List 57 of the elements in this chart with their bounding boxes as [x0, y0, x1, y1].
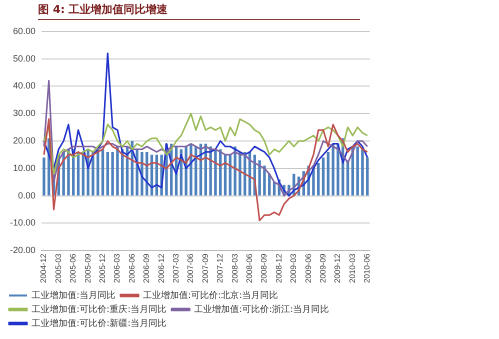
bar: [67, 149, 70, 196]
bar: [111, 152, 114, 196]
x-tick-label: 2006-03: [112, 253, 122, 283]
x-tick-label: 2009-06: [304, 253, 313, 283]
bar: [101, 149, 104, 196]
x-tick-label: 2010-06: [362, 253, 372, 283]
bar: [258, 160, 261, 196]
bar: [106, 152, 110, 196]
bar: [263, 166, 266, 196]
legend-label: 工业增加值:可比价:重庆:当月同比: [32, 304, 167, 315]
x-tick-label: 2009-09: [318, 253, 328, 283]
x-tick-label: 2007-06: [186, 253, 196, 283]
y-tick-label: -10.00: [10, 218, 36, 228]
bar: [92, 152, 94, 196]
x-tick-label: 2005-09: [83, 253, 92, 283]
bar: [361, 149, 364, 196]
bar: [317, 162, 320, 196]
x-tick-label: 2006-12: [156, 253, 166, 283]
y-tick-label: 40.00: [12, 80, 36, 91]
x-tick-label: 2005-06: [68, 253, 78, 283]
legend-label: 工业增加值:可比价:北京:当月同比: [143, 290, 278, 301]
x-tick-label: 2007-12: [216, 253, 225, 283]
legend-label: 工业增加值:可比价:浙江:当月同比: [194, 304, 330, 315]
x-tick-label: 2005-03: [54, 253, 63, 283]
y-tick-label: 60.00: [12, 26, 36, 36]
x-tick-label: 2010-03: [348, 253, 357, 283]
bar: [209, 146, 212, 196]
x-tick-label: 2005-12: [98, 253, 107, 283]
bar: [366, 157, 369, 196]
x-tick-label: 2007-03: [171, 253, 180, 283]
x-tick-label: 2008-03: [230, 253, 240, 283]
x-tick-label: 2004-12: [39, 253, 48, 283]
bar: [238, 152, 242, 196]
x-tick-label: 2008-09: [260, 253, 269, 283]
x-tick-label: 2009-03: [289, 253, 298, 283]
x-tick-label: 2007-09: [200, 253, 210, 283]
y-tick-label: -20.00: [10, 245, 36, 256]
legend-label: 工业增加值:当月同比: [32, 290, 116, 301]
x-tick-label: 2008-12: [274, 253, 284, 283]
bar: [42, 157, 46, 196]
y-tick-label: 10.00: [12, 162, 36, 173]
y-tick-label: 30.00: [12, 108, 36, 118]
x-tick-label: 2008-06: [244, 253, 254, 283]
y-tick-label: 0.00: [18, 190, 36, 200]
bar: [332, 144, 334, 196]
bar: [326, 152, 330, 196]
legend-label: 工业增加值:可比价:新疆:当月同比: [32, 318, 167, 329]
bar: [356, 146, 359, 196]
x-tick-label: 2009-12: [333, 253, 342, 283]
bar: [322, 157, 325, 196]
y-tick-label: 50.00: [12, 53, 36, 64]
x-tick-label: 2006-06: [127, 253, 136, 283]
y-tick-label: 20.00: [12, 136, 36, 146]
chart-title: 图 4: 工业增加值同比增速: [38, 2, 360, 20]
bar: [116, 146, 119, 196]
bar: [214, 149, 217, 196]
x-tick-label: 2006-09: [142, 253, 152, 283]
